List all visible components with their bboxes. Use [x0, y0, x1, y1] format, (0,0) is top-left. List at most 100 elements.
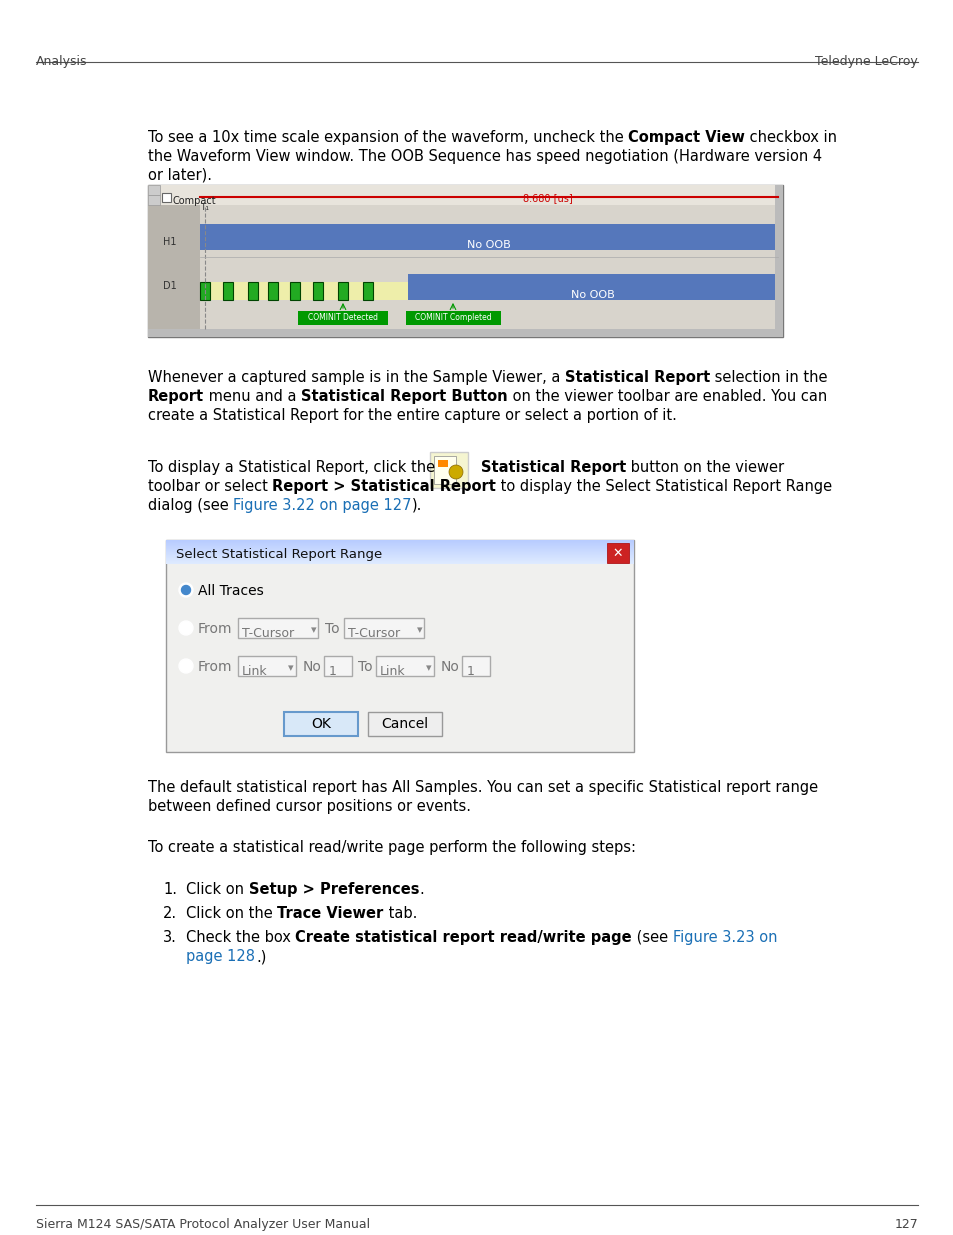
Bar: [148, 185, 200, 337]
Text: All Traces: All Traces: [198, 584, 263, 598]
Text: between defined cursor positions or events.: between defined cursor positions or even…: [148, 799, 471, 814]
Text: Statistical Report: Statistical Report: [564, 370, 709, 385]
Text: ▾: ▾: [416, 625, 422, 635]
Text: To: To: [357, 659, 373, 674]
Text: T-Cursor: T-Cursor: [242, 627, 294, 640]
Bar: [148, 195, 160, 205]
Text: D1: D1: [163, 282, 176, 291]
Text: Create statistical report read/write page: Create statistical report read/write pag…: [295, 930, 632, 945]
Text: OK: OK: [311, 718, 331, 731]
Text: Report > Statistical Report: Report > Statistical Report: [273, 479, 496, 494]
Bar: [437, 459, 448, 467]
Text: create a Statistical Report for the entire capture or select a portion of it.: create a Statistical Report for the enti…: [148, 408, 677, 424]
Text: 1: 1: [329, 664, 336, 678]
Text: To create a statistical read/write page perform the following steps:: To create a statistical read/write page …: [148, 840, 636, 855]
Text: Check the box: Check the box: [186, 930, 295, 945]
Text: Figure 3.23 on: Figure 3.23 on: [672, 930, 777, 945]
Circle shape: [179, 621, 193, 635]
Text: No OOB: No OOB: [467, 240, 511, 249]
Text: Select Statistical Report Range: Select Statistical Report Range: [175, 548, 382, 561]
Text: ▾: ▾: [311, 625, 316, 635]
Text: Statistical Report: Statistical Report: [480, 459, 625, 475]
Text: From: From: [198, 659, 233, 674]
Text: 1: 1: [467, 664, 475, 678]
Bar: [406, 311, 500, 325]
Text: to display the Select Statistical Report Range: to display the Select Statistical Report…: [496, 479, 832, 494]
Circle shape: [449, 466, 462, 479]
Text: COMINIT Completed: COMINIT Completed: [415, 312, 491, 322]
Bar: [408, 274, 778, 300]
Text: tab.: tab.: [383, 906, 416, 921]
Bar: [162, 193, 171, 203]
Bar: [368, 713, 441, 736]
Bar: [166, 540, 634, 752]
Text: 1.: 1.: [163, 882, 177, 897]
Text: T-Cursor: T-Cursor: [348, 627, 399, 640]
Bar: [313, 282, 323, 300]
Text: ▾: ▾: [426, 663, 431, 673]
Text: Click on: Click on: [186, 882, 249, 897]
Text: To see a 10x time scale expansion of the waveform, uncheck the: To see a 10x time scale expansion of the…: [148, 130, 628, 144]
Text: .): .): [255, 948, 266, 965]
Bar: [461, 656, 490, 676]
Bar: [148, 329, 782, 337]
Text: H1: H1: [163, 237, 176, 247]
Text: ).: ).: [412, 498, 422, 513]
Circle shape: [179, 659, 193, 673]
Text: .: .: [418, 882, 423, 897]
Text: No OOB: No OOB: [571, 290, 615, 300]
Text: Compact View: Compact View: [628, 130, 744, 144]
Text: Click on the: Click on the: [186, 906, 277, 921]
Text: selection in the: selection in the: [709, 370, 827, 385]
Text: ▾: ▾: [288, 663, 294, 673]
Text: Compact: Compact: [172, 196, 216, 206]
Text: Report: Report: [148, 389, 204, 404]
Bar: [223, 282, 233, 300]
Bar: [375, 656, 434, 676]
Text: Analysis: Analysis: [36, 56, 88, 68]
Bar: [237, 656, 295, 676]
Text: Teledyne LeCroy: Teledyne LeCroy: [815, 56, 917, 68]
Text: menu and a: menu and a: [204, 389, 301, 404]
Text: Sierra M124 SAS/SATA Protocol Analyzer User Manual: Sierra M124 SAS/SATA Protocol Analyzer U…: [36, 1218, 370, 1231]
Text: checkbox in: checkbox in: [744, 130, 837, 144]
Text: From: From: [198, 622, 233, 636]
Text: Setup > Preferences: Setup > Preferences: [249, 882, 418, 897]
Text: 3.: 3.: [163, 930, 176, 945]
Text: toolbar or select: toolbar or select: [148, 479, 273, 494]
Text: or later).: or later).: [148, 168, 212, 183]
Text: the Waveform View window. The OOB Sequence has speed negotiation (Hardware versi: the Waveform View window. The OOB Sequen…: [148, 149, 821, 164]
Bar: [430, 452, 468, 488]
Text: Figure 3.22 on page 127: Figure 3.22 on page 127: [233, 498, 412, 513]
Text: Link: Link: [379, 664, 405, 678]
Text: T₁: T₁: [200, 203, 209, 212]
Bar: [200, 282, 578, 300]
Text: No: No: [303, 659, 321, 674]
Bar: [148, 185, 782, 337]
Text: COMINIT Detected: COMINIT Detected: [308, 312, 377, 322]
Bar: [324, 656, 352, 676]
Bar: [200, 282, 210, 300]
Bar: [268, 282, 277, 300]
Bar: [248, 282, 257, 300]
Bar: [297, 311, 388, 325]
Text: ✕: ✕: [612, 547, 622, 559]
Text: Cancel: Cancel: [381, 718, 428, 731]
Text: (see: (see: [632, 930, 672, 945]
Text: page 128: page 128: [186, 948, 254, 965]
Text: No: No: [440, 659, 459, 674]
Text: button on the viewer: button on the viewer: [625, 459, 783, 475]
Bar: [774, 185, 782, 337]
FancyBboxPatch shape: [606, 543, 628, 563]
Bar: [237, 618, 317, 638]
Bar: [284, 713, 357, 736]
Text: Link: Link: [242, 664, 268, 678]
Bar: [148, 185, 160, 195]
Bar: [344, 618, 423, 638]
Text: on the viewer toolbar are enabled. You can: on the viewer toolbar are enabled. You c…: [507, 389, 826, 404]
Text: Whenever a captured sample is in the Sample Viewer, a: Whenever a captured sample is in the Sam…: [148, 370, 564, 385]
Bar: [434, 456, 456, 484]
Text: 8.680 [us]: 8.680 [us]: [522, 193, 572, 203]
Bar: [363, 282, 373, 300]
Text: 127: 127: [893, 1218, 917, 1231]
